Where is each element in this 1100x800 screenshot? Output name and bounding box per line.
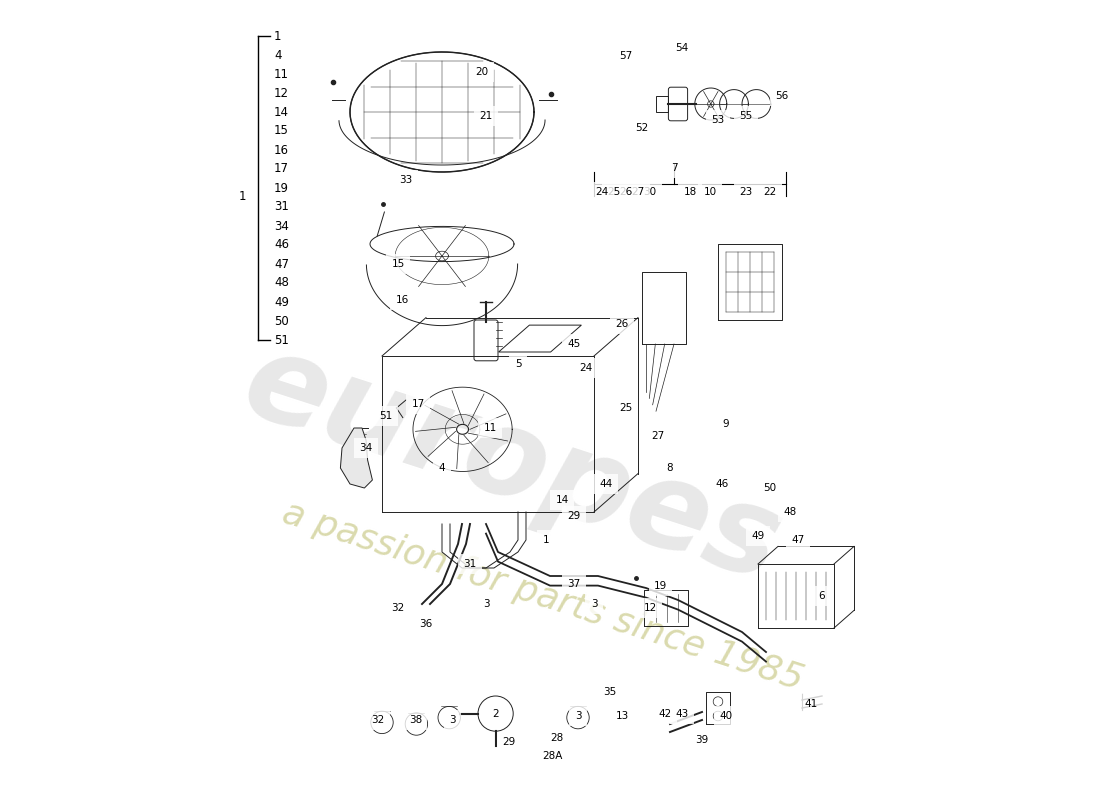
Text: 1: 1: [274, 30, 282, 42]
Text: 6: 6: [818, 591, 825, 601]
Text: 35: 35: [604, 687, 617, 697]
Text: 37: 37: [568, 579, 581, 589]
Text: 3: 3: [591, 599, 597, 609]
Text: 1: 1: [542, 535, 549, 545]
Text: 14: 14: [556, 495, 569, 505]
Text: 18: 18: [683, 187, 696, 197]
Text: 24: 24: [580, 363, 593, 373]
Text: 34: 34: [274, 219, 289, 233]
Text: 14: 14: [274, 106, 289, 118]
Text: 25: 25: [607, 187, 620, 197]
Text: 57: 57: [619, 51, 632, 61]
Text: 41: 41: [804, 699, 817, 709]
Text: 24: 24: [595, 187, 608, 197]
Text: 12: 12: [644, 603, 657, 613]
Text: 50: 50: [763, 483, 777, 493]
Text: 1: 1: [239, 190, 246, 202]
Text: 32: 32: [372, 715, 385, 725]
Text: 49: 49: [274, 295, 289, 309]
Text: 48: 48: [274, 277, 289, 290]
Text: 15: 15: [392, 259, 405, 269]
Text: 27: 27: [631, 187, 645, 197]
Text: 20: 20: [475, 67, 488, 77]
Text: 40: 40: [719, 711, 733, 721]
Text: 9: 9: [723, 419, 729, 429]
Text: 31: 31: [274, 201, 289, 214]
Text: 30: 30: [644, 187, 657, 197]
Text: 11: 11: [274, 67, 289, 81]
Text: 10: 10: [703, 187, 716, 197]
Text: 42: 42: [659, 709, 672, 718]
Text: 23: 23: [739, 187, 752, 197]
Text: 16: 16: [274, 143, 289, 157]
Text: 34: 34: [360, 443, 373, 453]
Text: 31: 31: [463, 559, 476, 569]
Text: 49: 49: [751, 531, 764, 541]
Text: 29: 29: [568, 511, 581, 521]
Polygon shape: [340, 428, 373, 488]
Text: 36: 36: [419, 619, 432, 629]
Text: 47: 47: [791, 535, 804, 545]
Text: 51: 51: [274, 334, 289, 346]
Text: 46: 46: [274, 238, 289, 251]
Text: 8: 8: [667, 463, 673, 473]
Text: 28A: 28A: [542, 751, 562, 761]
Text: 38: 38: [409, 715, 422, 725]
Text: 3: 3: [574, 711, 581, 721]
Text: 22: 22: [763, 187, 777, 197]
Text: 52: 52: [636, 123, 649, 133]
Text: 13: 13: [615, 711, 628, 721]
Text: 50: 50: [274, 314, 288, 327]
Text: 5: 5: [515, 359, 521, 369]
Text: 7: 7: [671, 163, 678, 173]
Text: 54: 54: [675, 43, 689, 53]
Text: europes: europes: [230, 322, 796, 606]
Text: 26: 26: [619, 187, 632, 197]
Text: 28: 28: [550, 733, 563, 742]
Text: 19: 19: [274, 182, 289, 194]
Text: 53: 53: [712, 115, 725, 125]
Text: 3: 3: [483, 599, 490, 609]
Text: 16: 16: [395, 295, 408, 305]
Text: 15: 15: [274, 125, 289, 138]
Text: 32: 32: [392, 603, 405, 613]
Text: 21: 21: [480, 111, 493, 121]
Text: 27: 27: [651, 431, 664, 441]
Text: 12: 12: [274, 86, 289, 99]
Text: 56: 56: [776, 91, 789, 101]
Text: 4: 4: [439, 463, 446, 473]
Text: 2: 2: [493, 709, 499, 718]
Text: 29: 29: [502, 738, 515, 747]
Text: 45: 45: [568, 339, 581, 349]
Text: 51: 51: [379, 411, 393, 421]
Text: 25: 25: [619, 403, 632, 413]
Text: 17: 17: [411, 399, 425, 409]
Text: 39: 39: [695, 735, 708, 745]
Text: 3: 3: [449, 715, 455, 725]
Text: 26: 26: [615, 319, 628, 329]
Text: 19: 19: [653, 581, 667, 590]
Text: 17: 17: [274, 162, 289, 175]
Text: a passion for parts since 1985: a passion for parts since 1985: [278, 495, 807, 697]
Text: 4: 4: [274, 49, 282, 62]
Text: 44: 44: [600, 479, 613, 489]
Bar: [657, 96, 668, 112]
Text: 48: 48: [783, 507, 796, 517]
Text: 46: 46: [715, 479, 728, 489]
Text: 43: 43: [675, 709, 689, 718]
Text: 33: 33: [399, 175, 412, 185]
Text: 11: 11: [483, 423, 496, 433]
Text: 47: 47: [274, 258, 289, 270]
Text: 55: 55: [739, 111, 752, 121]
